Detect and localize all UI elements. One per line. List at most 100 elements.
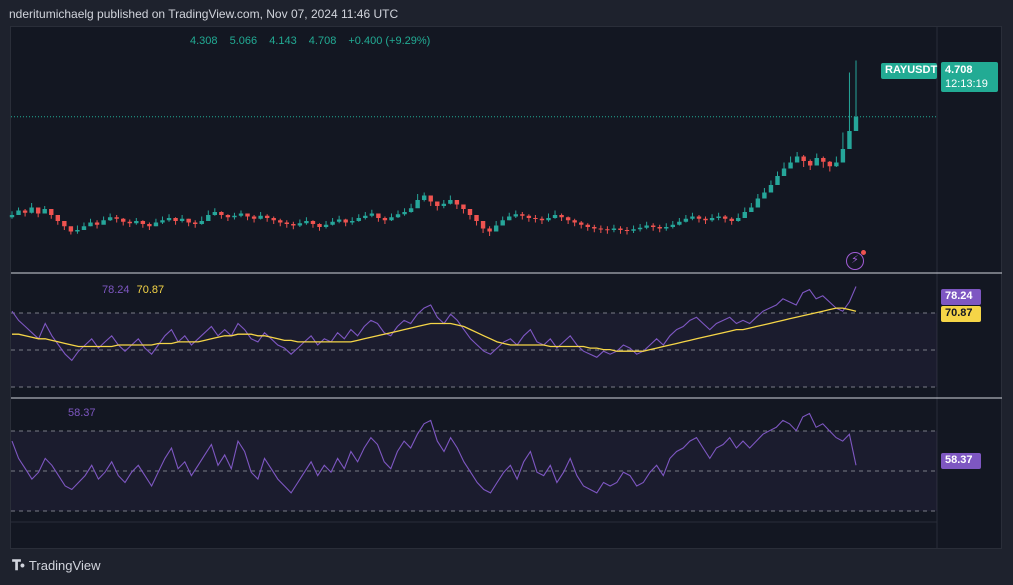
candle-body-98 bbox=[650, 225, 656, 227]
candle-body-42 bbox=[284, 222, 289, 224]
candle-body-121 bbox=[801, 156, 806, 161]
candle-body-19 bbox=[134, 221, 139, 224]
candle-body-97 bbox=[644, 225, 649, 228]
candle-body-91 bbox=[605, 229, 610, 231]
candle-body-111 bbox=[736, 218, 741, 221]
candle-body-10 bbox=[75, 230, 80, 232]
candle-body-83 bbox=[552, 215, 558, 218]
candle-body-88 bbox=[585, 224, 590, 227]
candle-body-76 bbox=[507, 216, 512, 221]
candle-body-117 bbox=[775, 176, 780, 185]
published-by-text: nderitumichaelg published on TradingView… bbox=[9, 7, 399, 21]
candle-body-114 bbox=[755, 198, 761, 208]
candle-body-71 bbox=[474, 215, 479, 221]
candle-body-78 bbox=[520, 214, 525, 216]
ohlc-close: 4.708 bbox=[308, 35, 337, 47]
candle-body-16 bbox=[114, 217, 119, 219]
candle-body-115 bbox=[762, 192, 767, 199]
candle-body-14 bbox=[101, 220, 106, 225]
candle-body-35 bbox=[238, 213, 244, 216]
candle-body-29 bbox=[199, 221, 204, 224]
candle-body-11 bbox=[81, 226, 87, 230]
candle-body-49 bbox=[330, 221, 335, 225]
candle-body-28 bbox=[192, 222, 198, 224]
candle-body-53 bbox=[356, 218, 361, 221]
tradingview-brand[interactable]: 𝐓• TradingView bbox=[12, 557, 100, 574]
candle-body-2 bbox=[22, 210, 28, 213]
candle-body-126 bbox=[834, 162, 839, 167]
candle-body-119 bbox=[788, 162, 793, 169]
candle-body-104 bbox=[690, 216, 695, 219]
candle-body-108 bbox=[716, 216, 721, 218]
rsi-line bbox=[11, 286, 857, 362]
candle-body-101 bbox=[670, 224, 676, 227]
notification-dot bbox=[861, 250, 866, 255]
candle-body-109 bbox=[722, 216, 728, 219]
ohlc-change: +0.400 (+9.29%) bbox=[348, 35, 431, 47]
candle-body-27 bbox=[186, 218, 191, 223]
lightning-icon[interactable]: ⚡ bbox=[846, 250, 866, 270]
candle-body-12 bbox=[88, 222, 93, 227]
candle-body-0 bbox=[9, 215, 15, 218]
candle-body-43 bbox=[291, 224, 296, 226]
brand-name: TradingView bbox=[28, 558, 101, 573]
candle-body-59 bbox=[395, 214, 401, 218]
symbol-tag: RAYUSDT bbox=[881, 63, 937, 79]
candle-body-22 bbox=[153, 222, 159, 227]
indicator2-axis-tag: 58.37 bbox=[941, 453, 981, 469]
candle-body-63 bbox=[421, 195, 427, 200]
candle-body-21 bbox=[147, 224, 152, 227]
rsi-ma-axis-tag: 70.87 bbox=[941, 306, 981, 322]
candle-body-9 bbox=[68, 226, 74, 232]
candle-body-84 bbox=[559, 215, 564, 218]
candle-body-89 bbox=[592, 227, 597, 229]
candle-body-1 bbox=[16, 210, 21, 215]
candle-body-70 bbox=[467, 209, 473, 215]
candle-body-62 bbox=[415, 200, 420, 209]
candle-body-4 bbox=[35, 207, 41, 214]
candle-body-68 bbox=[454, 200, 460, 205]
candle-body-44 bbox=[297, 223, 303, 226]
candle-body-122 bbox=[808, 161, 813, 166]
candle-body-92 bbox=[611, 228, 617, 230]
candle-body-64 bbox=[428, 195, 433, 202]
candle-body-79 bbox=[526, 215, 532, 218]
candle-body-93 bbox=[618, 228, 623, 230]
candle-body-46 bbox=[310, 221, 316, 224]
candle-body-41 bbox=[278, 220, 283, 223]
candle-body-80 bbox=[533, 218, 538, 219]
rsi-axis-tag: 78.24 bbox=[941, 289, 981, 305]
candle-body-112 bbox=[742, 212, 747, 218]
candle-body-47 bbox=[317, 224, 322, 227]
candle-body-55 bbox=[369, 213, 375, 216]
chart-frame[interactable] bbox=[10, 26, 1002, 549]
candle-body-20 bbox=[140, 221, 146, 224]
candle-body-65 bbox=[435, 201, 440, 206]
candle-body-118 bbox=[781, 168, 787, 176]
candle-body-33 bbox=[225, 215, 231, 218]
candle-body-77 bbox=[513, 214, 518, 217]
candle-body-102 bbox=[677, 221, 682, 225]
candle-body-82 bbox=[546, 218, 551, 221]
rsi-ma-line bbox=[12, 307, 857, 352]
candle-body-18 bbox=[127, 221, 132, 224]
candle-body-6 bbox=[49, 209, 54, 215]
candle-body-124 bbox=[821, 158, 826, 162]
candle-body-96 bbox=[637, 227, 643, 230]
candle-body-66 bbox=[441, 203, 447, 206]
candle-body-24 bbox=[166, 218, 172, 221]
candle-body-127 bbox=[840, 149, 846, 163]
ohlc-low: 4.143 bbox=[269, 35, 297, 47]
candle-body-7 bbox=[55, 215, 60, 221]
candle-body-60 bbox=[402, 212, 407, 215]
candle-body-87 bbox=[579, 222, 584, 225]
candle-body-32 bbox=[219, 212, 224, 215]
candle-body-56 bbox=[376, 213, 381, 218]
candle-body-85 bbox=[565, 217, 571, 221]
candle-body-94 bbox=[624, 230, 630, 231]
candle-body-58 bbox=[389, 217, 394, 221]
candle-body-86 bbox=[572, 220, 577, 223]
tradingview-logo-icon: 𝐓• bbox=[12, 557, 25, 573]
candle-body-15 bbox=[107, 217, 113, 221]
